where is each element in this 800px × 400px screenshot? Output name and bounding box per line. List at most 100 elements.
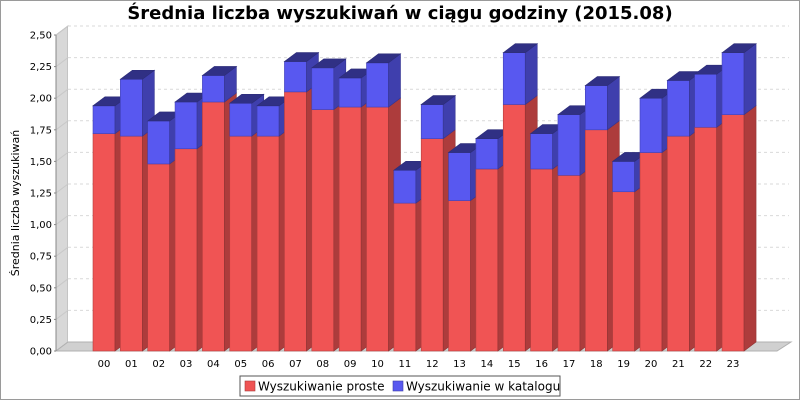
bar-proste [557, 175, 581, 352]
grid-line-side [55, 183, 69, 194]
x-tick-label: 01 [125, 359, 138, 370]
bar-katalog [448, 152, 471, 201]
bar-katalog [721, 52, 745, 115]
y-tick-label: 1,25 [30, 189, 52, 200]
x-axis-ticks: 00 01 02 03 04 05 06 07 08 09 10 11 12 13 14 15 16 17 18 19… [98, 359, 740, 370]
bar-katalog [92, 105, 116, 134]
bar-proste [502, 104, 526, 352]
bar-proste [393, 202, 417, 352]
bar-top [502, 43, 539, 53]
bar-proste [229, 135, 253, 352]
bar-katalog [366, 62, 389, 108]
bar-katalog [256, 105, 280, 137]
bar-proste [584, 129, 608, 352]
x-tick-label: 21 [672, 359, 685, 370]
y-tick-label: 1,50 [30, 157, 52, 168]
x-tick-label: 02 [152, 359, 165, 370]
y-tick-label: 1,75 [30, 125, 52, 136]
y-axis-label: Średnia liczba wyszukiwań [9, 130, 22, 277]
bar-katalog [174, 101, 198, 150]
bar-top [119, 69, 156, 80]
bar-top [721, 43, 757, 53]
x-tick-label: 08 [316, 359, 329, 370]
bar-proste [256, 135, 280, 352]
chart-title: Średnia liczba wyszukiwań w ciągu godzin… [127, 2, 672, 24]
y-tick-label: 0,25 [30, 315, 52, 326]
bars [92, 43, 757, 352]
bar-katalog [612, 161, 635, 193]
grid-line-side [55, 309, 69, 320]
x-tick-label: 20 [645, 359, 658, 370]
y-tick-label: 0,75 [30, 252, 52, 263]
bar-katalog [393, 169, 417, 204]
legend-entry: Wyszukiwanie proste [258, 380, 384, 394]
x-tick-label: 07 [289, 359, 302, 370]
bar-katalog [694, 73, 718, 128]
bar-katalog [530, 133, 553, 170]
bar-proste [612, 191, 635, 352]
bar-katalog [338, 77, 362, 108]
bar-katalog [202, 75, 225, 103]
x-tick-label: 06 [262, 359, 275, 370]
y-tick-label: 2,50 [30, 31, 52, 42]
bar-top [365, 53, 402, 64]
bar-katalog [475, 138, 499, 170]
x-tick-label: 10 [371, 359, 384, 370]
bar-katalog [147, 120, 170, 165]
bar-proste [530, 168, 553, 352]
bar-top [228, 93, 265, 104]
bar-proste [284, 91, 307, 352]
bar-proste [311, 109, 335, 352]
x-tick-label: 19 [617, 359, 630, 370]
legend-swatch [244, 380, 256, 392]
bar-side [524, 43, 538, 106]
bar-proste [338, 106, 362, 352]
y-tick-label: 2,25 [30, 62, 52, 73]
bar-group [447, 142, 484, 352]
grid-line-side [55, 88, 69, 99]
x-tick-label: 04 [207, 359, 220, 370]
bar-proste [448, 200, 471, 352]
bar-top [310, 58, 347, 69]
x-tick-label: 18 [590, 359, 603, 370]
x-tick-label: 17 [563, 359, 576, 370]
bar-katalog [120, 78, 143, 137]
x-tick-label: 12 [426, 359, 439, 370]
y-tick-label: 2,00 [30, 94, 52, 105]
grid-line-side [55, 25, 69, 36]
bar-side [743, 43, 757, 116]
bar-proste [92, 133, 116, 352]
bar-top [283, 52, 320, 62]
legend-entry: Wyszukiwanie w katalogu [406, 380, 560, 394]
x-tick-label: 03 [180, 359, 193, 370]
bar-proste [475, 168, 499, 352]
bar-group [721, 43, 757, 352]
x-tick-label: 09 [344, 359, 357, 370]
grid-line-side [55, 120, 69, 131]
bar-katalog [667, 80, 690, 137]
y-tick-label: 1,00 [30, 220, 52, 231]
grid-line-side [55, 151, 69, 162]
bar-top [584, 76, 621, 86]
bar-katalog [584, 85, 608, 131]
bar-proste [174, 148, 198, 352]
x-tick-label: 22 [699, 359, 712, 370]
x-tick-label: 13 [453, 359, 466, 370]
bar-proste [120, 135, 143, 352]
bar-katalog [639, 97, 663, 153]
grid-line-side [55, 57, 69, 67]
x-tick-label: 14 [481, 359, 494, 370]
grid-line-side [55, 215, 69, 226]
bar-top [201, 66, 238, 76]
x-tick-label: 15 [508, 359, 521, 370]
bar-katalog [557, 114, 581, 176]
bar-proste [420, 138, 444, 352]
bar-katalog [502, 52, 526, 105]
y-tick-label: 0,50 [30, 283, 52, 294]
bar-proste [366, 106, 389, 352]
grid-line-side [55, 278, 69, 289]
bar-proste [202, 101, 225, 352]
bar-katalog [284, 61, 307, 93]
legend-swatch [392, 380, 404, 392]
